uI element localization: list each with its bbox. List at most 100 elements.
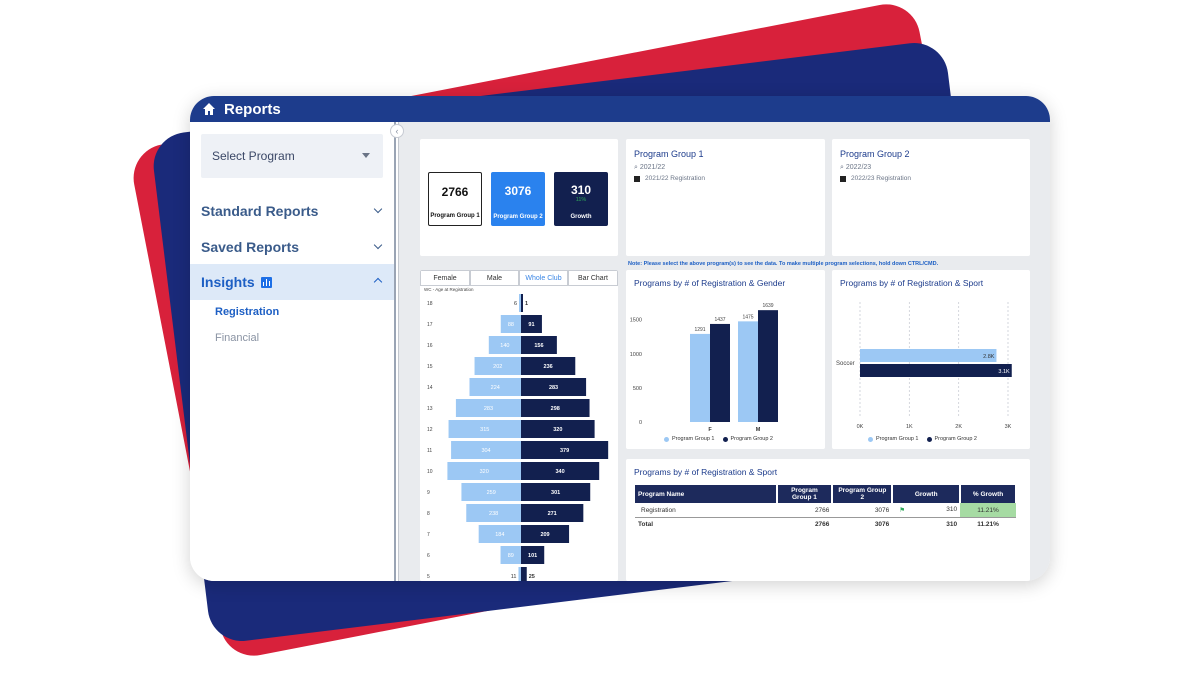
bar xyxy=(758,310,778,422)
legend-label: Program Group 2 xyxy=(730,436,774,442)
pyramid-data-label: 224 xyxy=(491,385,500,391)
column-header[interactable]: Program Group 1 xyxy=(776,485,834,503)
table-cell: 3076 xyxy=(874,506,890,514)
table-title: Programs by # of Registration & Sport xyxy=(634,467,778,477)
pyramid-data-label: 236 xyxy=(544,364,553,370)
chart-title: Programs by # of Registration & Sport xyxy=(840,278,984,288)
age-tick-label: 17 xyxy=(427,322,433,328)
pyramid-bar-right xyxy=(521,483,591,501)
kpi-program-group-1: 2766 Program Group 1 xyxy=(428,172,482,226)
column-header[interactable]: Growth xyxy=(892,485,962,503)
pyramid-bar-right xyxy=(521,567,527,581)
sidebar-item-saved-reports[interactable]: Saved Reports xyxy=(190,230,394,264)
subitem-registration[interactable]: Registration xyxy=(215,306,280,318)
age-tick-label: 15 xyxy=(427,364,433,370)
collapse-sidebar-button[interactable]: ‹ xyxy=(390,124,404,138)
pyramid-bar-right xyxy=(521,546,545,564)
pyramid-bar-left xyxy=(488,336,521,354)
slicer-search[interactable]: ⌕ 2022/23 xyxy=(840,164,872,171)
kpi-label: Growth xyxy=(570,214,592,220)
slicer-item[interactable]: 2021/22 Registration xyxy=(634,175,705,182)
age-tick-label: 12 xyxy=(427,427,433,433)
legend-label: Program Group 2 xyxy=(934,436,978,442)
column-header[interactable]: % Growth xyxy=(960,485,1017,503)
pyramid-data-label: 301 xyxy=(551,490,560,496)
pyramid-data-label: 320 xyxy=(553,427,562,433)
sidebar-item-insights[interactable]: Insights xyxy=(190,264,394,300)
selection-note: Note: Please select the above program(s)… xyxy=(628,261,939,267)
pyramid-data-label: 91 xyxy=(528,322,534,328)
slicer-item[interactable]: 2022/23 Registration xyxy=(840,175,911,182)
pyramid-data-label: 6 xyxy=(514,301,517,307)
table-cell: 11.21% xyxy=(960,503,1016,518)
bar-data-label: 1475 xyxy=(742,314,753,320)
pyramid-bar-right xyxy=(521,336,557,354)
legend: Program Group 1 Program Group 2 xyxy=(656,436,773,442)
age-tick-label: 5 xyxy=(427,574,430,580)
x-tick-label: 1K xyxy=(906,424,913,430)
table-cell: 2766 xyxy=(814,506,830,514)
gender-bar-chart: 0 500 1000 1500 1291 1437 F 1475 1639 M xyxy=(630,303,778,433)
x-tick-label: F xyxy=(708,427,712,433)
slicer-search-text: 2022/23 xyxy=(845,164,872,171)
bar-data-label: 1291 xyxy=(694,327,705,333)
pyramid-bar-left xyxy=(519,294,521,312)
tab-whole-club[interactable]: Whole Club xyxy=(519,270,568,286)
slicer-item-label: 2021/22 Registration xyxy=(645,175,705,182)
kpi-value: 310 xyxy=(570,183,592,197)
pyramid-bar-right xyxy=(521,357,576,375)
sidebar-item-label: Saved Reports xyxy=(201,239,300,255)
sport-bar-chart: 0K 1K 2K 3K Soccer 2.8K 3.1K xyxy=(836,302,1012,430)
select-program-dropdown[interactable]: Select Program xyxy=(201,134,383,178)
kpi-panel: 2766 Program Group 1 3076 Program Group … xyxy=(420,139,618,256)
legend-label: Program Group 1 xyxy=(672,436,715,442)
pyramid-bar-right xyxy=(521,504,584,522)
x-tick-label: 3K xyxy=(1005,424,1012,430)
pyramid-bar-left xyxy=(448,420,521,438)
table-row: Registration 2766 3076 ⚑ 310 11.21% xyxy=(635,503,1016,518)
column-header[interactable]: Program Name xyxy=(635,485,778,503)
chevron-down-icon xyxy=(373,204,383,214)
kpi-label: Program Group 2 xyxy=(493,214,543,220)
age-tick-label: 13 xyxy=(427,406,433,412)
home-icon[interactable] xyxy=(202,102,216,116)
column-header[interactable]: Program Group 2 xyxy=(832,485,894,503)
pyramid-bar-right xyxy=(521,441,609,459)
subitem-financial[interactable]: Financial xyxy=(215,332,260,344)
pyramid-bar-left xyxy=(474,357,521,375)
kpi-growth: 310 11% Growth xyxy=(554,172,608,226)
kpi-program-group-2: 3076 Program Group 2 xyxy=(491,172,545,226)
slicer-search[interactable]: ⌕ 2021/22 xyxy=(634,164,666,171)
y-tick-label: 1000 xyxy=(630,352,642,358)
pyramid-data-label: 184 xyxy=(495,532,504,538)
pyramid-data-label: 101 xyxy=(528,553,537,559)
pyramid-data-label: 298 xyxy=(551,406,560,412)
pyramid-bar-right xyxy=(521,315,542,333)
program-group-2-slicer: Program Group 2 ⌕ 2022/23 2022/23 Regist… xyxy=(832,139,1030,256)
tab-male[interactable]: Male xyxy=(470,270,519,286)
tab-bar-chart[interactable]: Bar Chart xyxy=(568,270,618,286)
bar xyxy=(860,364,1012,377)
bar-data-label: 2.8K xyxy=(983,354,995,360)
bar xyxy=(710,323,730,422)
legend-dot xyxy=(926,436,932,442)
y-tick-label: 0 xyxy=(639,420,642,426)
slicer-search-text: 2021/22 xyxy=(639,164,666,171)
select-program-label: Select Program xyxy=(212,149,295,163)
pyramid-bar-left xyxy=(461,483,521,501)
pyramid-bar-left xyxy=(447,462,521,480)
pyramid-data-label: 140 xyxy=(500,343,509,349)
chevron-up-icon xyxy=(373,277,383,287)
age-tick-label: 6 xyxy=(427,553,430,559)
table-cell-value: 310 xyxy=(946,506,958,513)
pyramid-data-label: 238 xyxy=(489,511,498,517)
tab-female[interactable]: Female xyxy=(420,270,470,286)
table-cell: 310 xyxy=(946,521,958,528)
table-cell: Total xyxy=(638,521,654,528)
y-tick-label: 1500 xyxy=(630,318,642,324)
sidebar-item-standard-reports[interactable]: Standard Reports xyxy=(190,194,394,228)
chart-title: Programs by # of Registration & Gender xyxy=(634,278,786,288)
table-cell: ⚑ 310 xyxy=(892,503,960,518)
pyramid-data-label: 209 xyxy=(540,532,549,538)
pyramid-data-label: 320 xyxy=(480,469,489,475)
